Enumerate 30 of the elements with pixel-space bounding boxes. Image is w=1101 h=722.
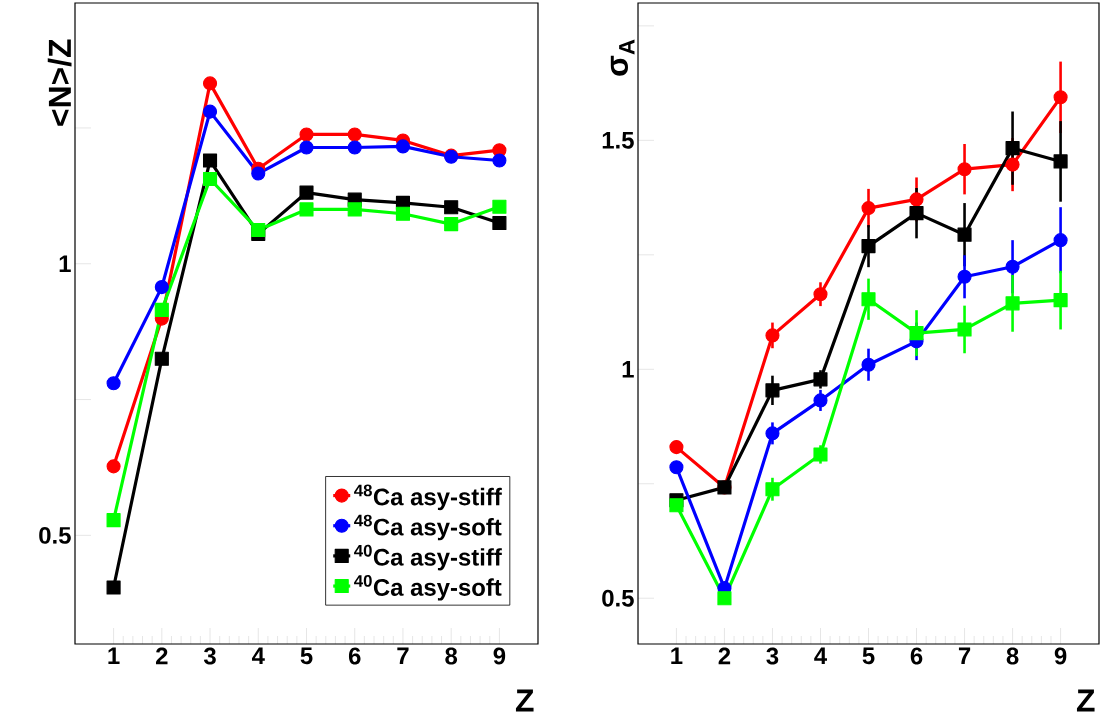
y-axis-title: <N>/Z: [47, 39, 72, 126]
x-tick-label: 7: [397, 647, 409, 664]
x-tick-label: 8: [1006, 647, 1019, 665]
y-tick-label: 1.5: [602, 132, 634, 149]
legend-label: $^{40}$Ca asy-soft: [354, 574, 502, 601]
legend-label: $^{48}$Ca asy-soft: [354, 514, 502, 541]
x-tick-label: 3: [766, 647, 779, 665]
x-tick-label: 2: [155, 647, 168, 665]
legend-label: $^{40}$Ca asy-stiff: [354, 544, 502, 571]
x-tick-label: 7: [958, 647, 971, 664]
x-tick-label: 9: [1054, 647, 1067, 665]
legend-label: $^{48}$Ca asy-stiff: [354, 484, 502, 511]
x-tick-label: 5: [300, 647, 313, 665]
x-tick-label: 4: [814, 647, 828, 664]
x-tick-label: 6: [910, 647, 923, 665]
x-axis-title: Z: [515, 689, 534, 712]
x-tick-label: 6: [348, 647, 361, 665]
y-tick-label: 1: [622, 361, 634, 378]
x-tick-label: 1: [108, 647, 120, 664]
y-tick-label: 0.5: [602, 589, 634, 607]
x-axis-title: Z: [1076, 689, 1095, 712]
x-tick-label: 8: [445, 647, 458, 665]
x-tick-label: 4: [251, 647, 265, 664]
y-tick-label: 0.5: [39, 526, 71, 544]
x-tick-label: 2: [718, 647, 731, 665]
x-tick-label: 9: [493, 647, 506, 665]
x-tick-label: 1: [671, 647, 683, 664]
x-tick-label: 3: [203, 647, 216, 665]
x-tick-label: 5: [862, 647, 875, 665]
y-axis-title: σ$_{A}$: [610, 39, 635, 76]
